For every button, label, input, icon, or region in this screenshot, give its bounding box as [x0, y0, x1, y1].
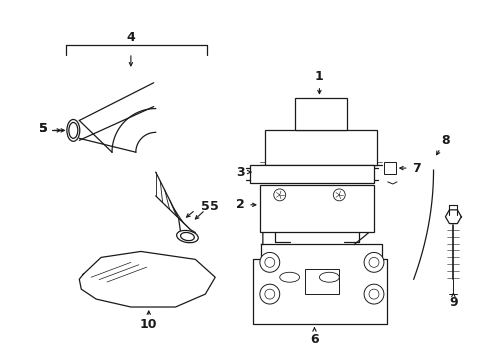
Circle shape: [333, 189, 345, 201]
Bar: [383, 162, 395, 174]
Text: 2: 2: [235, 198, 244, 211]
Bar: [259, 185, 373, 231]
Circle shape: [273, 189, 285, 201]
Ellipse shape: [176, 230, 198, 243]
Circle shape: [364, 252, 383, 272]
Ellipse shape: [69, 122, 78, 138]
Text: 6: 6: [309, 333, 318, 346]
Circle shape: [364, 284, 383, 304]
Bar: [249, 165, 373, 183]
Text: 8: 8: [440, 134, 449, 147]
Circle shape: [259, 284, 279, 304]
Ellipse shape: [279, 272, 299, 282]
Text: 9: 9: [448, 296, 457, 309]
Ellipse shape: [67, 120, 80, 141]
Text: 10: 10: [140, 318, 157, 331]
Bar: [264, 130, 376, 165]
Circle shape: [259, 252, 279, 272]
Text: 5: 5: [209, 200, 218, 213]
Text: 5: 5: [39, 122, 48, 135]
Polygon shape: [252, 244, 386, 324]
Text: 5: 5: [201, 200, 209, 213]
Ellipse shape: [319, 272, 339, 282]
Text: 4: 4: [126, 31, 135, 44]
Bar: [294, 98, 346, 130]
Text: 5: 5: [39, 122, 48, 135]
Ellipse shape: [180, 233, 194, 240]
Text: 3: 3: [235, 166, 244, 179]
Polygon shape: [79, 251, 215, 307]
Text: 1: 1: [314, 70, 323, 83]
Bar: [304, 269, 339, 294]
Text: 7: 7: [411, 162, 420, 175]
